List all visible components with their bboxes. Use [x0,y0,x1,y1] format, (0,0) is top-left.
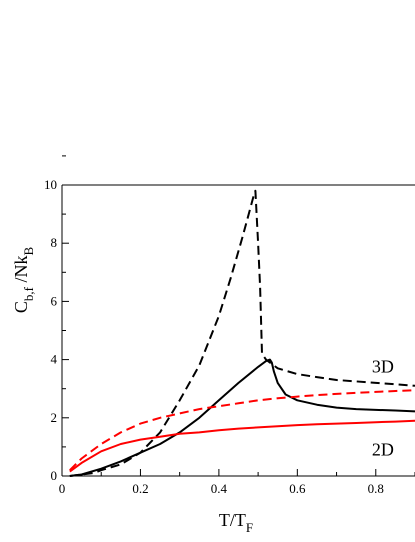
annotation-label: 3D [372,357,394,377]
y-tick-label: 10 [44,177,57,192]
x-tick-label: 0.8 [368,481,384,496]
plot-frame [61,184,415,477]
annotations: 3D 2D [372,357,394,460]
y-tick-label: 8 [51,235,58,250]
x-tick-label: 0.6 [289,481,306,496]
series-lines [69,189,415,477]
x-axis-label: T/TF [219,510,253,535]
y-tick-label: 6 [51,293,58,308]
series-line-2 [69,358,415,477]
x-tick-label: 0 [59,481,66,496]
y-tick-label: 2 [51,410,58,425]
annotation-label: 2D [372,440,394,460]
x-tick-label: 0.4 [211,481,228,496]
series-line-3 [69,389,415,471]
y-tick-label: 4 [51,352,58,367]
series-line-4 [69,419,415,473]
x-tick-label: 0.2 [132,481,148,496]
y-axis-label: Cb,f /NkB [11,247,36,314]
series-line-1 [69,189,415,477]
axis-labels: Cb,f /NkB T/TF [11,247,253,535]
axis-ticks: 0 2 4 6 8 10 0 0.2 0.4 0.6 0.8 [44,155,415,496]
y-tick-label: 0 [51,468,58,483]
